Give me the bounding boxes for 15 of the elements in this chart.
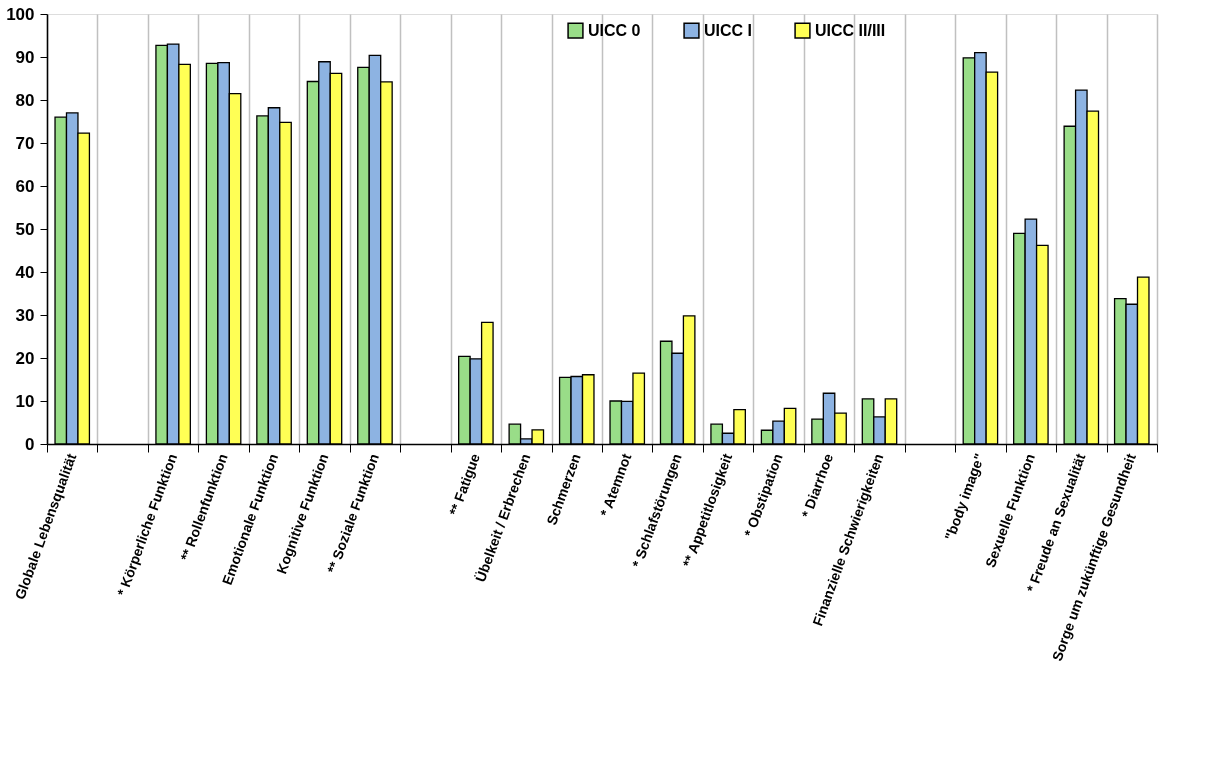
x-tick-label: "body image"	[941, 451, 988, 543]
y-tick-label: 20	[15, 348, 35, 368]
y-tick-label: 70	[15, 133, 35, 153]
y-tick-label: 100	[6, 4, 35, 24]
legend-label: UICC 0	[588, 21, 641, 39]
y-tick-label: 50	[15, 219, 35, 239]
y-tick-label: 30	[15, 305, 35, 325]
y-tick-label: 0	[25, 434, 35, 454]
legend-label: UICC II/III	[815, 21, 886, 39]
y-tick-label: 40	[15, 262, 35, 282]
y-tick-label: 90	[15, 47, 35, 67]
y-tick-label: 60	[15, 176, 35, 196]
y-tick-label: 10	[15, 391, 35, 411]
legend-label: UICC I	[704, 21, 752, 39]
y-tick-label: 80	[15, 90, 35, 110]
